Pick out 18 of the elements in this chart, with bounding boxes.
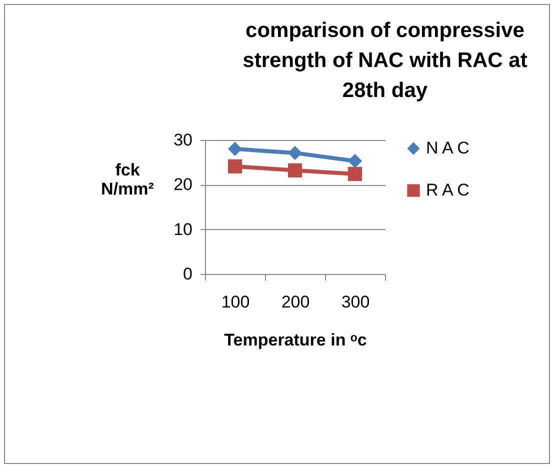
point bbox=[288, 146, 302, 160]
y-tick-label: 30 bbox=[174, 130, 192, 150]
legend-label: R A C bbox=[426, 180, 470, 200]
x-tick-label: 300 bbox=[341, 292, 370, 312]
x-tick-label: 100 bbox=[221, 292, 250, 312]
point bbox=[228, 159, 242, 174]
y-tick-label: 0 bbox=[183, 264, 192, 284]
y-tick-label: 20 bbox=[174, 175, 192, 194]
point bbox=[288, 163, 302, 178]
point bbox=[348, 154, 362, 168]
point bbox=[348, 166, 362, 182]
y-tick-label: 10 bbox=[174, 220, 192, 239]
x-tick-label: 200 bbox=[281, 292, 310, 312]
x-axis-title: Temperature in ᵒc bbox=[224, 330, 367, 350]
y-axis-title: fck N/mm² bbox=[101, 160, 154, 198]
legend-label: N A C bbox=[426, 138, 470, 158]
chart-title: comparison of compressive strength of NAC with RAC at 28th day bbox=[242, 19, 528, 102]
point bbox=[228, 142, 242, 156]
